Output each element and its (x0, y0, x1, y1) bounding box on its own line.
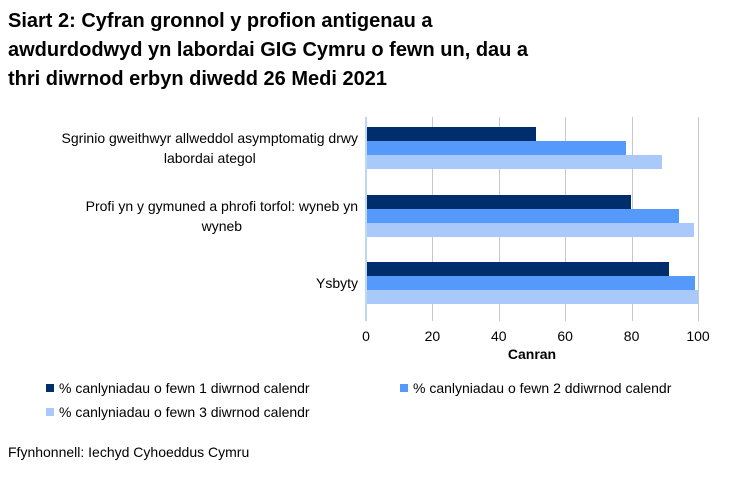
chart-title-line-3: thri diwrnod erbyn diwedd 26 Medi 2021 (8, 68, 387, 90)
x-axis-title: Canran (507, 346, 557, 362)
bar-1-series-2 (367, 141, 626, 155)
bar-2-series-2 (367, 209, 680, 223)
category-label: Sgrinio gweithwyr allweddol asymptomatig… (62, 128, 358, 168)
legend-swatch-icon (46, 384, 54, 392)
x-tick-label: 100 (686, 328, 710, 344)
bar-1-series-1 (367, 127, 537, 141)
x-tick-label: 20 (424, 328, 441, 344)
legend-item-3: % canlyniadau o fewn 3 diwrnod calendr (46, 404, 310, 420)
category-label-line: labordai ategol (163, 150, 256, 166)
category-label-line: Sgrinio gweithwyr allweddol asymptomatig… (61, 130, 358, 146)
bar-3-series-1 (367, 262, 670, 276)
category-label: Ysbyty (316, 273, 358, 293)
legend-label: % canlyniadau o fewn 3 diwrnod calendr (59, 404, 310, 420)
category-label-line: Ysbyty (315, 275, 358, 291)
x-tick-label: 80 (623, 328, 640, 344)
legend-item-1: % canlyniadau o fewn 1 diwrnod calendr (46, 380, 310, 396)
y-axis-line (365, 117, 367, 321)
chart-title-line-1: Siart 2: Cyfran gronnol y profion antige… (8, 10, 433, 32)
bar-2-series-1 (367, 195, 631, 209)
plot-area (365, 117, 699, 321)
x-tick-label: 40 (491, 328, 507, 344)
category-label: Profi yn y gymuned a phrofi torfol: wyne… (86, 196, 358, 236)
bar-3-series-2 (367, 276, 696, 290)
legend-label: % canlyniadau o fewn 2 ddiwrnod calendr (413, 380, 672, 396)
legend-item-2: % canlyniadau o fewn 2 ddiwrnod calendr (400, 380, 671, 396)
bar-3-series-3 (367, 290, 699, 304)
source-note: Ffynhonnell: Iechyd Cyhoeddus Cymru (8, 444, 250, 460)
chart-title: Siart 2: Cyfran gronnol y profion antige… (8, 7, 528, 94)
legend-label: % canlyniadau o fewn 1 diwrnod calendr (59, 380, 310, 396)
category-label-line: wyneb (201, 218, 243, 234)
gridline (698, 117, 699, 321)
category-label-line: Profi yn y gymuned a phrofi torfol: wyne… (85, 198, 358, 214)
x-tick-label: 60 (557, 328, 573, 344)
bar-2-series-3 (367, 223, 694, 237)
bar-1-series-3 (367, 155, 663, 169)
chart-title-line-2: awdurdodwyd yn labordai GIG Cymru o fewn… (8, 39, 529, 61)
x-tick-label: 0 (362, 328, 370, 344)
legend-swatch-icon (400, 384, 408, 392)
legend-swatch-icon (46, 408, 54, 416)
